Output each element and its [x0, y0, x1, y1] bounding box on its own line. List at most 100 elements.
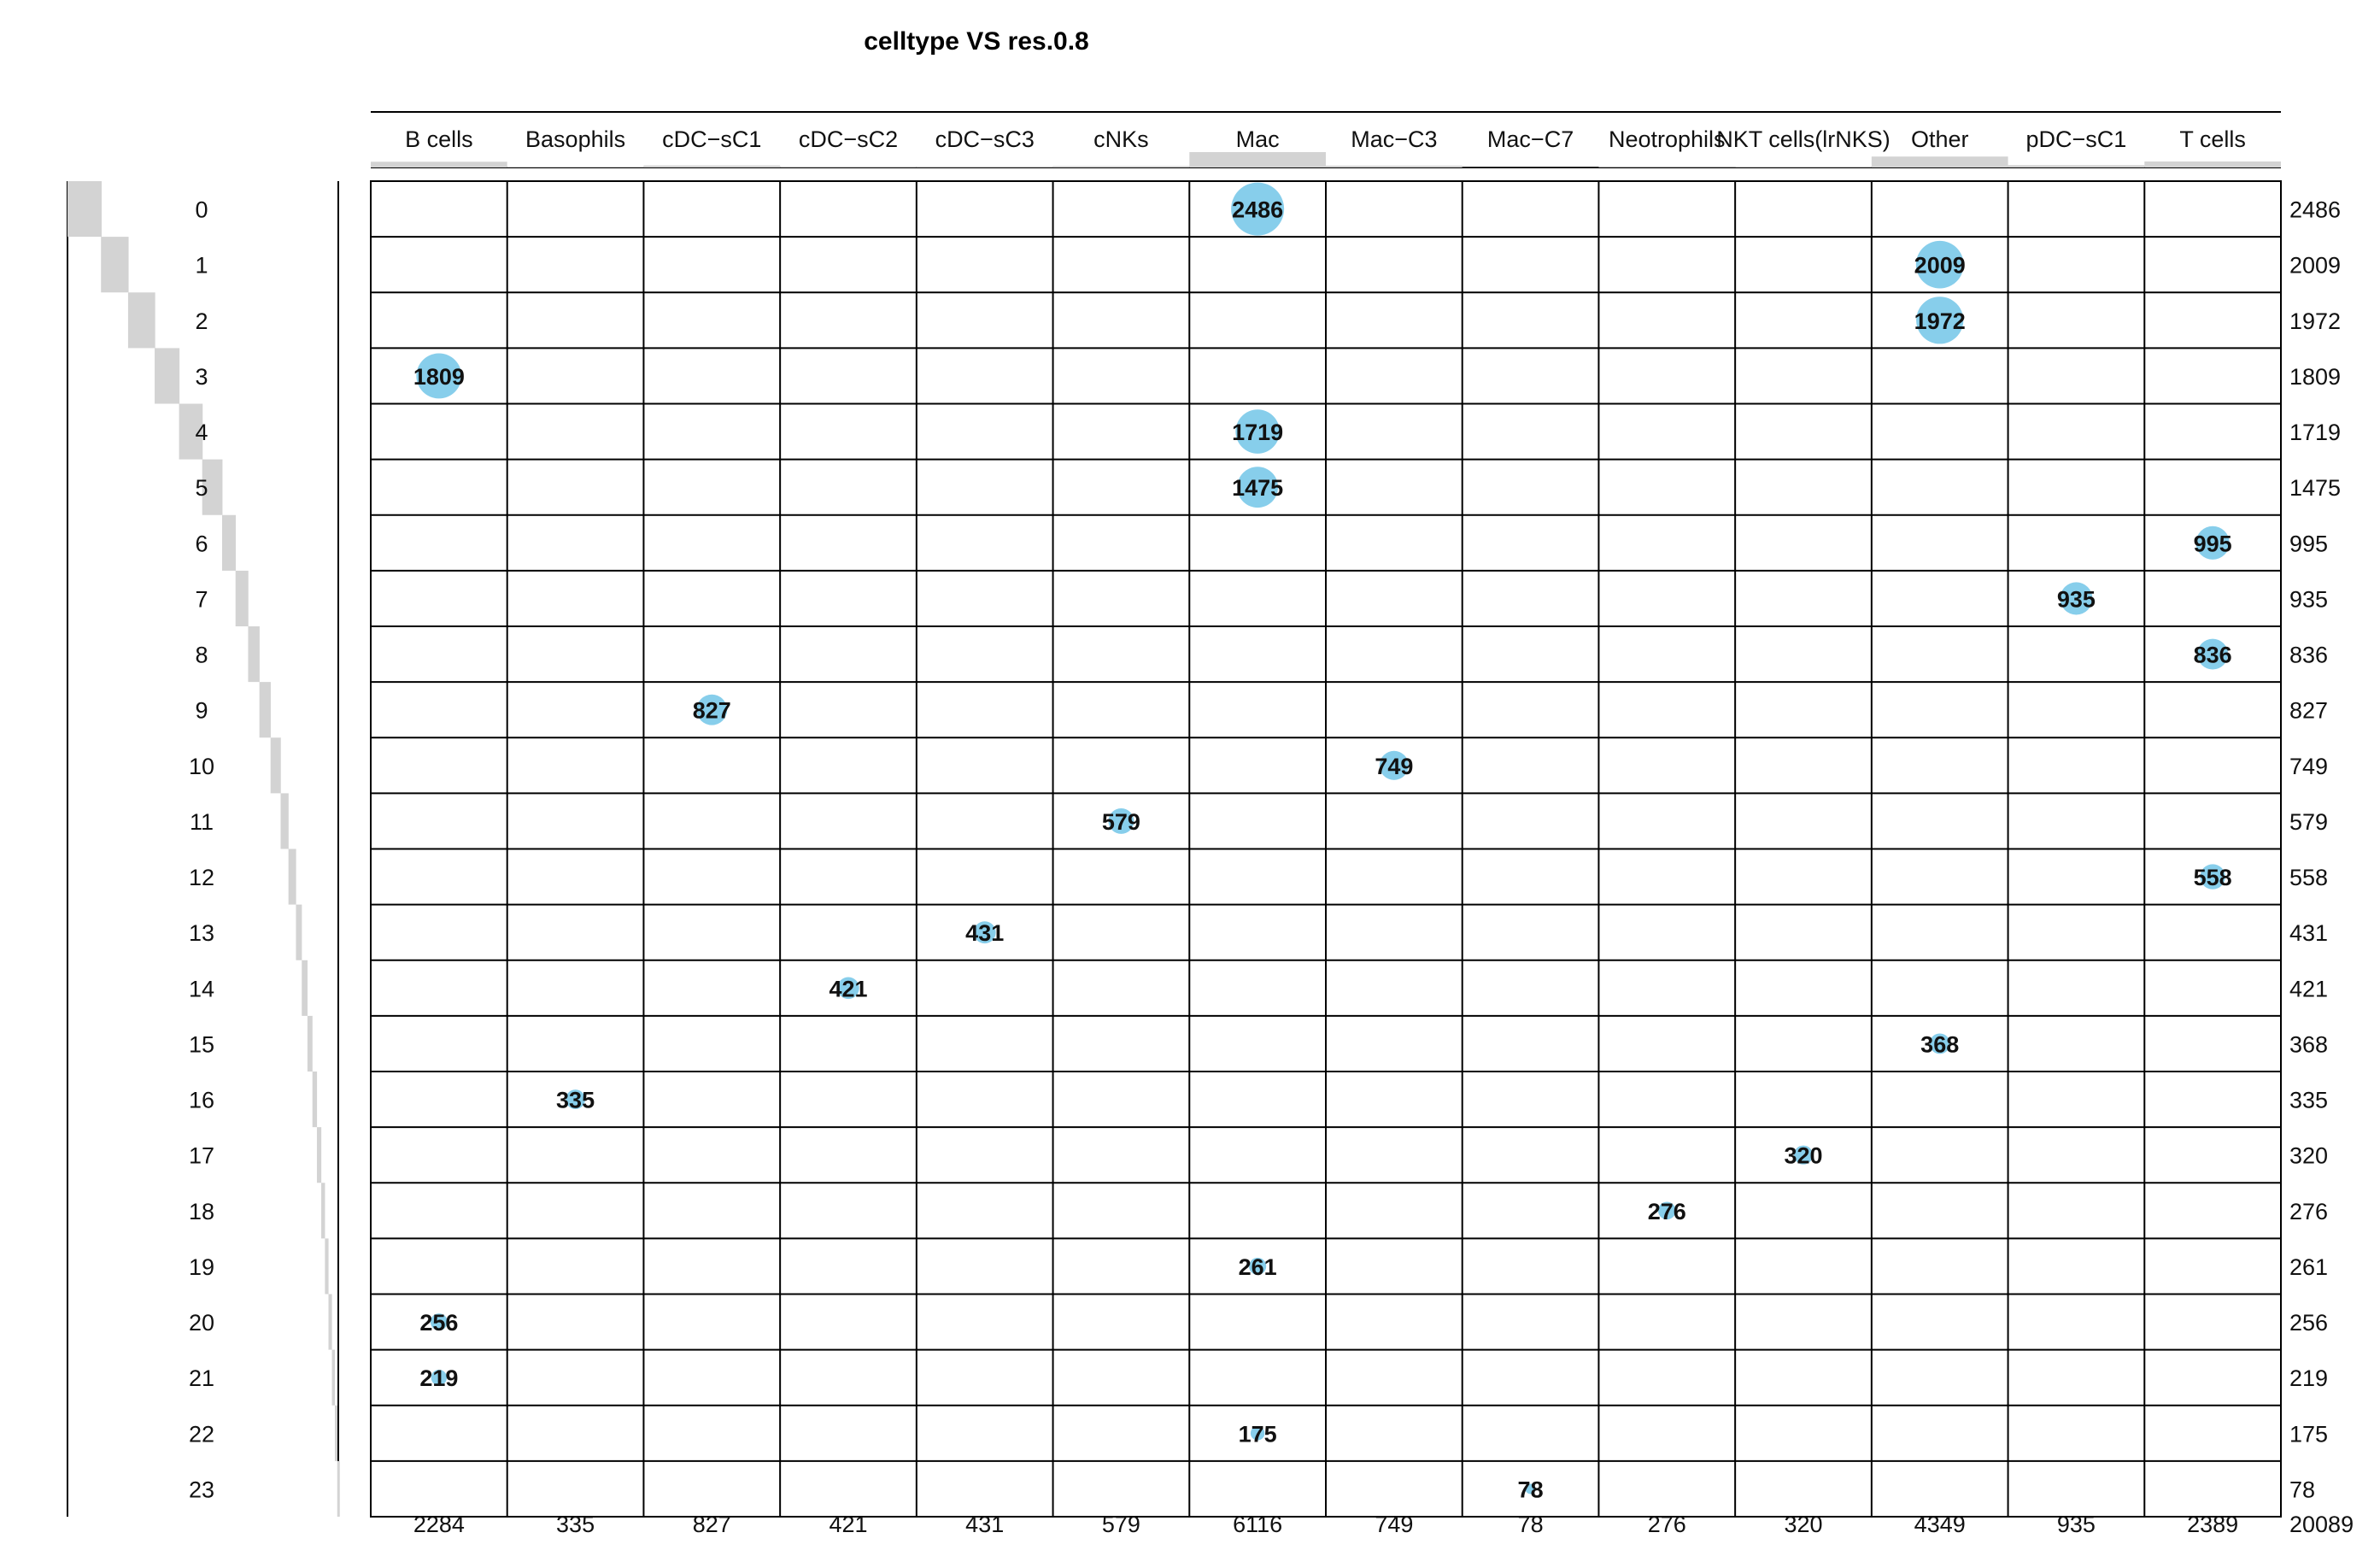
row-marginal-bar: [248, 626, 260, 683]
bubble: [1235, 409, 1280, 454]
bubble: [1249, 1257, 1267, 1275]
row-total: 995: [2289, 531, 2328, 556]
row-total: 1809: [2289, 364, 2341, 390]
column-marginal-bar: [643, 165, 781, 167]
row-total: 261: [2289, 1254, 2328, 1280]
bubble-label: 1475: [1232, 475, 1283, 501]
bubble-label: 219: [419, 1365, 458, 1391]
bubble-label: 261: [1239, 1254, 1277, 1280]
row-totals: 2486 2009 1972 1809 1719 1475 995 935 836 827 749 5…: [2289, 197, 2341, 1503]
row-marginal-bar: [202, 459, 223, 515]
row-total: 579: [2289, 809, 2328, 835]
row-label: 4: [195, 420, 208, 445]
row-label: 14: [189, 976, 214, 1001]
row-label: 17: [189, 1143, 214, 1169]
row-marginal-bar: [179, 403, 203, 460]
bubble-label: 276: [1648, 1199, 1686, 1224]
row-marginal-bar: [288, 848, 296, 905]
bubble-label: 368: [1920, 1031, 1959, 1057]
row-label: 19: [189, 1254, 214, 1280]
grand-total: 20089: [2289, 1512, 2354, 1537]
bubble-label: 749: [1375, 754, 1413, 779]
row-label: 1: [195, 253, 208, 279]
bubble: [1525, 1483, 1536, 1494]
bubble-label: 836: [2194, 643, 2232, 668]
row-label: 8: [195, 643, 208, 668]
row-total: 175: [2289, 1421, 2328, 1447]
bubble: [431, 1369, 448, 1386]
row-total: 558: [2289, 865, 2328, 890]
column-marginal-bar: [1871, 156, 2008, 167]
column-label: Mac−C3: [1351, 126, 1437, 152]
row-label: 20: [189, 1310, 214, 1336]
row-marginal-bar: [325, 1238, 329, 1295]
row-total: 431: [2289, 920, 2328, 946]
bubble: [1231, 182, 1285, 236]
row-label: 6: [195, 531, 208, 556]
row-total: 749: [2289, 754, 2328, 779]
bubble-label: 827: [693, 698, 731, 724]
row-marginal-bar: [270, 737, 281, 794]
row-total: 1475: [2289, 475, 2341, 501]
row-total: 320: [2289, 1143, 2328, 1169]
column-marginal-bar: [1189, 152, 1326, 167]
row-label: 5: [195, 475, 208, 501]
bubble: [696, 694, 728, 725]
column-label: pDC−sC1: [2026, 126, 2127, 152]
row-marginal-bar: [316, 1127, 322, 1183]
column-marginal-bar: [1326, 165, 1463, 167]
bubble-label: 431: [965, 920, 1004, 946]
column-marginal-bar: [1052, 166, 1190, 167]
row-label: 15: [189, 1031, 214, 1057]
column-label: B cells: [405, 126, 473, 152]
bubble: [2197, 638, 2229, 670]
table-grid: [370, 180, 2282, 1518]
bubble-layer: 2486 2009 1972 1809 1719 1475 995 935 836 827 749 5…: [413, 182, 2232, 1502]
bubble: [1929, 1033, 1950, 1054]
column-total: 421: [829, 1512, 867, 1537]
bubble-label: 78: [1518, 1477, 1544, 1502]
column-total: 320: [1784, 1512, 1822, 1537]
column-label: Basophils: [525, 126, 625, 152]
column-label: T cells: [2179, 126, 2246, 152]
row-label: 18: [189, 1199, 214, 1224]
row-label: 2: [195, 308, 208, 334]
row-total: 256: [2289, 1310, 2328, 1336]
column-total: 2389: [2187, 1512, 2238, 1537]
bubble-label: 2486: [1232, 197, 1283, 223]
bubble-label: 335: [556, 1088, 595, 1113]
bubble: [1915, 240, 1964, 289]
column-label: NKT cells(lrNKS): [1716, 126, 1891, 152]
bubble: [1250, 1426, 1265, 1441]
row-marginal-bar: [259, 682, 271, 738]
column-total: 2284: [413, 1512, 465, 1537]
row-total: 836: [2289, 643, 2328, 668]
bubble: [1657, 1201, 1676, 1220]
column-label: Mac−C7: [1487, 126, 1574, 152]
column-total: 431: [965, 1512, 1004, 1537]
row-total: 421: [2289, 976, 2328, 1001]
bubble: [2060, 582, 2093, 615]
row-marginal-bar: [67, 181, 102, 238]
row-marginal-bar: [235, 570, 249, 626]
bubble: [430, 1313, 448, 1331]
row-marginal-bars: [67, 181, 340, 1517]
column-total: 6116: [1233, 1512, 1282, 1537]
bubble-label: 320: [1784, 1143, 1822, 1169]
bubble: [1379, 750, 1409, 780]
column-label: cNKs: [1093, 126, 1149, 152]
bubble-label: 1972: [1914, 308, 1966, 334]
column-marginal-bar: [371, 161, 507, 167]
bubble: [2195, 526, 2230, 560]
row-marginal-bar: [312, 1072, 318, 1128]
row-total: 2009: [2289, 253, 2341, 279]
column-total: 4349: [1914, 1512, 1966, 1537]
row-marginal-bar: [221, 514, 237, 571]
row-marginal-bar: [280, 793, 289, 849]
row-label: 13: [189, 920, 214, 946]
column-marginal-bars: [371, 111, 2281, 168]
row-total: 827: [2289, 698, 2328, 724]
row-label: 10: [189, 754, 214, 779]
bubble-label: 579: [1102, 809, 1140, 835]
row-marginal-bar: [307, 1015, 313, 1072]
